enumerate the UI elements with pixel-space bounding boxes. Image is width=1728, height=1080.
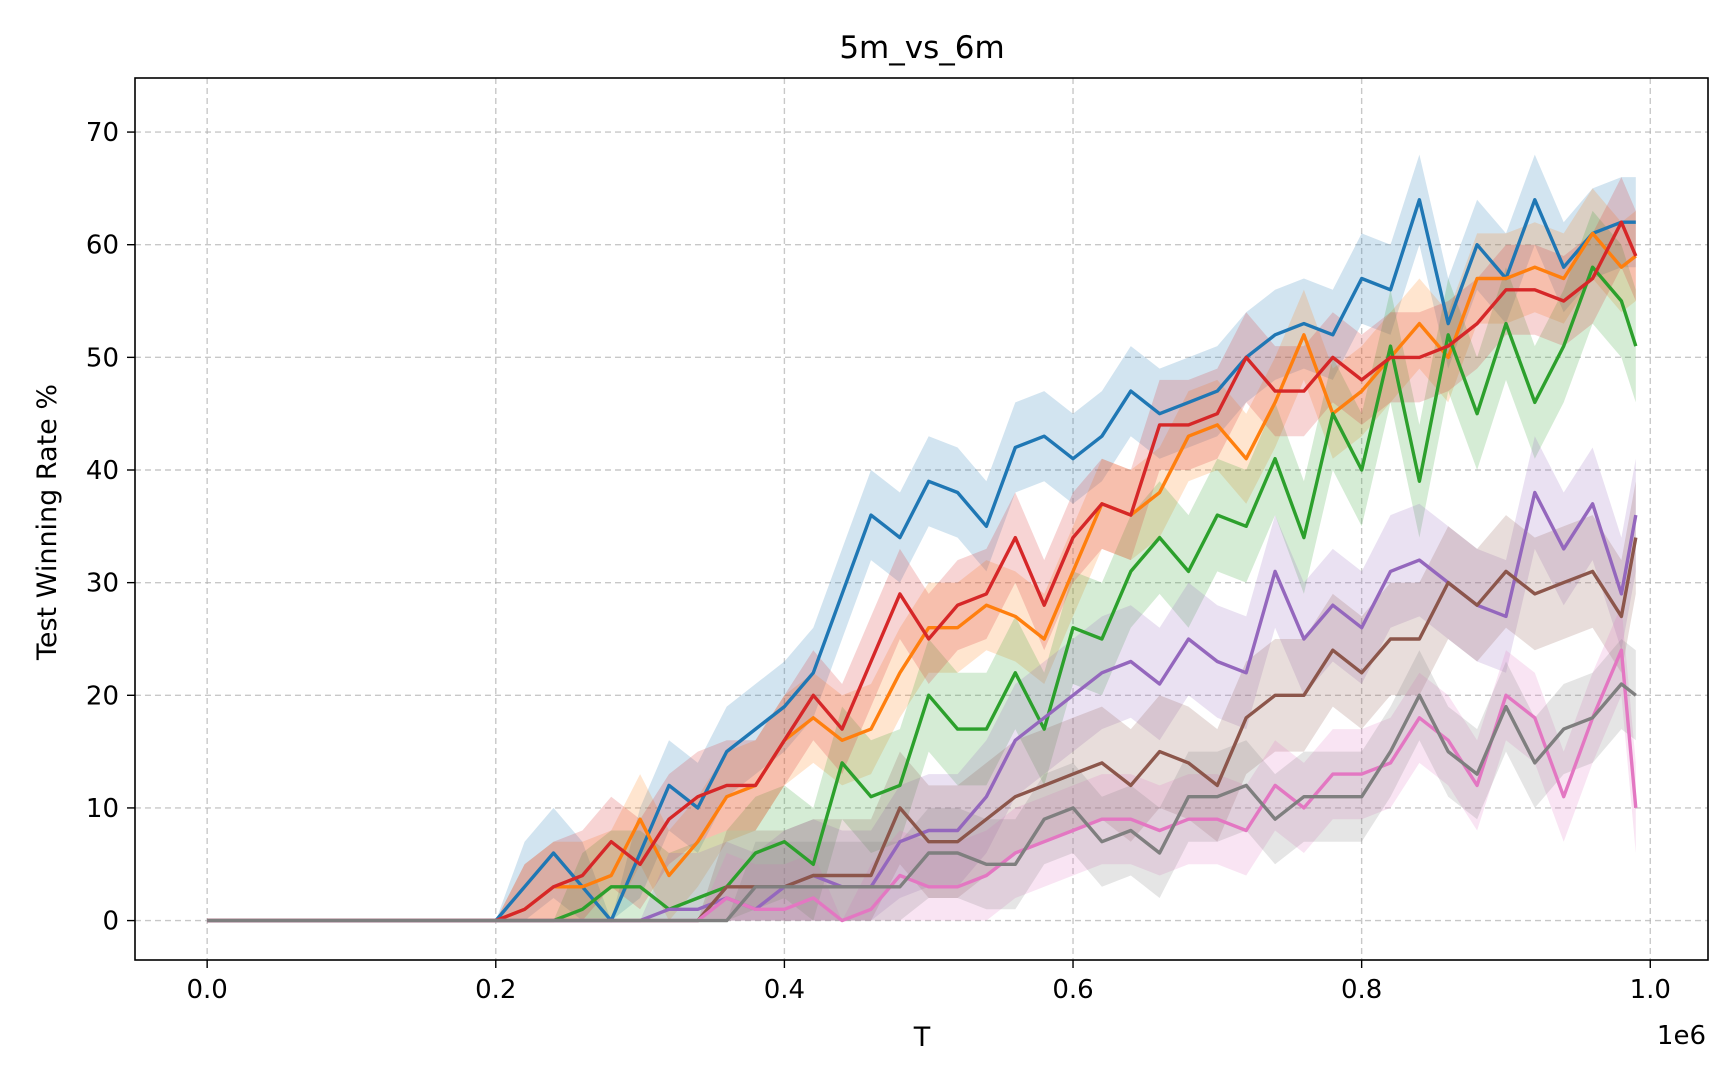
series-8-line (207, 682, 1637, 923)
y-tick-label: 50 (86, 343, 119, 373)
x-tick-label: 0.0 (186, 975, 227, 1005)
y-tick-label: 70 (86, 118, 119, 148)
grid-lines (135, 78, 1708, 960)
x-tick-label: 1.0 (1630, 975, 1671, 1005)
y-tick-label: 20 (86, 681, 119, 711)
series-4-line (207, 220, 1638, 923)
series-2-line (207, 231, 1637, 923)
series-lines (207, 197, 1638, 923)
y-axis-label: Test Winning Rate % (32, 384, 63, 661)
series-4-band (207, 177, 1636, 921)
chart-title: 5m_vs_6m (839, 30, 1004, 66)
y-tick-label: 40 (86, 456, 119, 486)
x-tick-label: 0.4 (764, 975, 805, 1005)
series-7-band (207, 605, 1636, 921)
x-axis-label: T (913, 1022, 931, 1053)
y-tick-label: 10 (86, 794, 119, 824)
y-tick-label: 30 (86, 569, 119, 599)
y-tick-label: 0 (102, 907, 119, 937)
series-2-band (207, 188, 1636, 921)
x-tick-label: 0.8 (1341, 975, 1382, 1005)
x-tick-label: 0.6 (1052, 975, 1093, 1005)
series-1-band (207, 154, 1636, 921)
series-3-line (207, 265, 1638, 923)
x-axis-offset-label: 1e6 (1657, 1021, 1706, 1051)
y-tick-label: 60 (86, 231, 119, 261)
series-1-line (207, 197, 1636, 923)
plot-frame (134, 77, 1709, 961)
x-tick-label: 0.2 (475, 975, 516, 1005)
series-5-band (207, 436, 1636, 921)
series-8-band (207, 639, 1636, 921)
axis-ticks: 0.0 0.2 0.4 0.6 0.8 1.0 0 10 20 30 40 50 60 70 (86, 118, 1671, 1005)
